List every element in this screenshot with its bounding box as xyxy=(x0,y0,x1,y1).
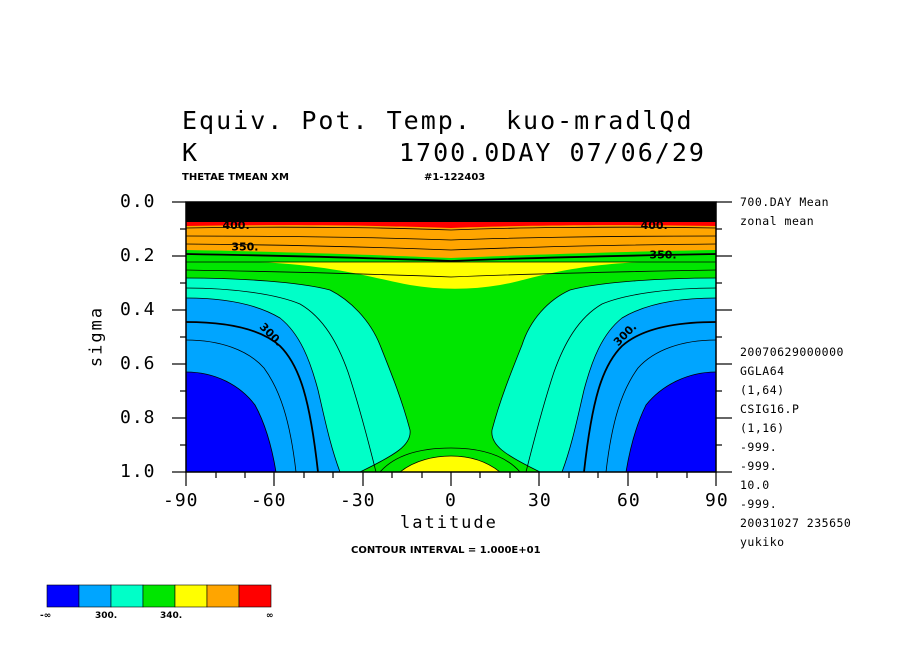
metadata-line: yukiko xyxy=(740,535,785,549)
y-tick-label: 0.0 xyxy=(120,191,156,212)
metadata-line: 20070629000000 xyxy=(740,345,844,359)
contour-value-label: 400. xyxy=(222,219,249,232)
y-tick-label: 1.0 xyxy=(120,461,156,482)
x-tick-label: -90 xyxy=(163,490,199,511)
metadata-line: 10.0 xyxy=(740,478,770,492)
colorbar-label: 340. xyxy=(160,611,183,621)
metadata-line: -999. xyxy=(740,459,778,473)
metadata-line: CSIG16.P xyxy=(740,402,800,416)
x-axis-label: latitude xyxy=(400,513,498,533)
contour-value-label: 350. xyxy=(649,249,676,262)
x-tick-label: 0 xyxy=(445,490,457,511)
metadata-line: GGLA64 xyxy=(740,364,785,378)
y-tick-label: 0.2 xyxy=(120,245,156,266)
metadata-line: -999. xyxy=(740,497,778,511)
x-tick-label: 90 xyxy=(705,490,729,511)
y-axis-label: sigma xyxy=(86,305,107,368)
metadata-line: 20031027 235650 xyxy=(740,516,852,530)
colorbar-label: -∞ xyxy=(40,611,52,621)
contour-interval-label: CONTOUR INTERVAL = 1.000E+01 xyxy=(351,545,541,556)
x-tick-label: -30 xyxy=(340,490,376,511)
contour-fill xyxy=(186,202,716,472)
axis-ticks xyxy=(172,201,732,486)
metadata-line: (1,64) xyxy=(740,383,785,397)
contour-value-label: 350. xyxy=(231,241,258,254)
mean-info: 700.DAY Mean xyxy=(740,195,830,209)
contour-value-label: 400. xyxy=(641,219,668,232)
chart-title-line1: Equiv. Pot. Temp. kuo-mradlQd xyxy=(182,106,694,135)
variable-label: THETAE TMEAN XM xyxy=(182,172,289,183)
metadata-line: (1,16) xyxy=(740,421,785,435)
x-tick-label: 30 xyxy=(528,490,552,511)
y-tick-label: 0.4 xyxy=(120,299,156,320)
y-tick-label: 0.6 xyxy=(120,353,156,374)
y-tick-label: 0.8 xyxy=(120,407,156,428)
colorbar-label: ∞ xyxy=(266,611,274,621)
zonal-info: zonal mean xyxy=(740,214,815,228)
chart-title-unit: K xyxy=(182,138,200,167)
chart-title-time: 1700.0DAY 07/06/29 xyxy=(399,138,706,167)
x-tick-label: -60 xyxy=(251,490,287,511)
colorbar-label: 300. xyxy=(95,611,118,621)
run-id-label: #1-122403 xyxy=(424,172,486,183)
metadata-line: -999. xyxy=(740,440,778,454)
x-tick-label: 60 xyxy=(617,490,641,511)
